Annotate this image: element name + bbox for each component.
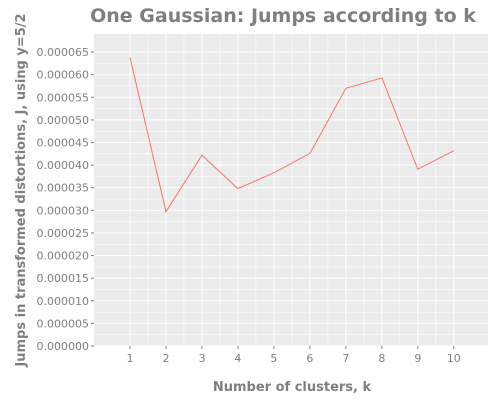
y-tick-label: 0.000065 [37,46,90,59]
x-tick-label: 8 [378,352,385,365]
grid-layer [94,34,488,347]
y-tick-label: 0.000040 [37,159,90,172]
x-tick-label: 2 [162,352,169,365]
y-axis-label: Jumps in transformed distortions, J, usi… [14,13,29,367]
x-tick-label: 3 [198,352,205,365]
x-tick-label: 6 [306,352,313,365]
tick-layer: 0.000000 0.000005 0.000010 0.000015 0.000020… [37,46,461,365]
y-tick-label: 0.000015 [37,272,90,285]
chart-title: One Gaussian: Jumps according to k [90,5,476,27]
x-tick-label: 4 [234,352,241,365]
y-tick-label: 0.000020 [37,250,90,263]
y-tick-label: 0.000030 [37,204,90,217]
y-tick-label: 0.000025 [37,227,90,240]
x-tick-label: 10 [447,352,461,365]
y-tick-label: 0.000000 [37,340,90,353]
y-tick-label: 0.000050 [37,114,90,127]
y-tick-label: 0.000055 [37,91,90,104]
series-layer [129,57,455,213]
x-tick-label: 1 [126,352,133,365]
y-tick-label: 0.000005 [37,317,90,330]
y-tick-label: 0.000010 [37,295,90,308]
x-tick-label: 9 [414,352,421,365]
x-tick-label: 5 [270,352,277,365]
x-axis-label: Number of clusters, k [213,380,372,395]
y-tick-label: 0.000060 [37,69,90,82]
x-tick-label: 7 [342,352,349,365]
plot-panel [94,34,488,346]
series-line [129,57,455,213]
y-tick-label: 0.000035 [37,182,90,195]
y-tick-label: 0.000045 [37,137,90,150]
